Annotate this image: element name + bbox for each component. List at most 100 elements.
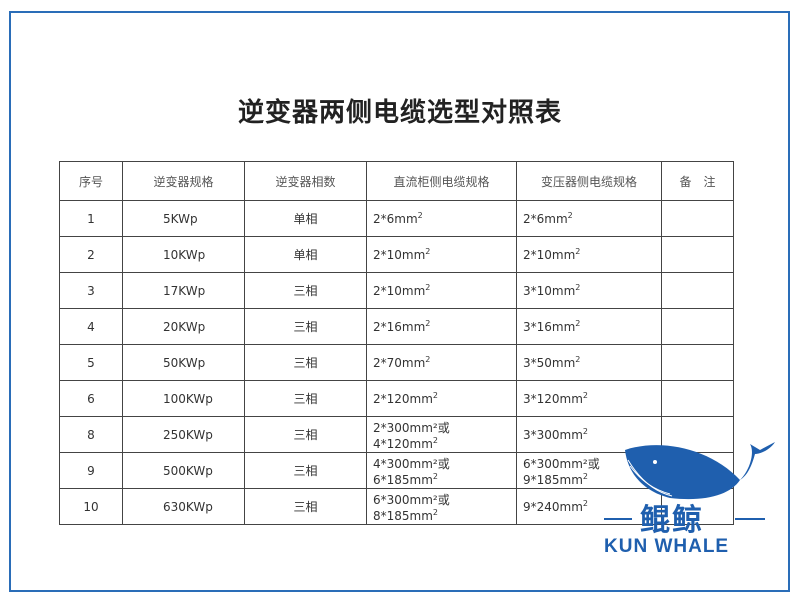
table-cell: 三相 <box>244 452 367 489</box>
table-cell: 9*240mm2 <box>516 488 662 525</box>
table-row: 3 17KWp 三相 2*10mm2 3*10mm2 <box>59 272 734 309</box>
superscript: 2 <box>432 471 439 481</box>
table-cell: 6*300mm²或8*185mm2 <box>366 488 517 525</box>
table-row: 10 630KWp 三相 6*300mm²或8*185mm2 9*240mm2 <box>59 488 734 525</box>
table-cell: 三相 <box>244 308 367 345</box>
superscript: 2 <box>417 211 423 220</box>
table-cell: 250KWp <box>122 416 245 453</box>
table-cell: 三相 <box>244 344 367 381</box>
cable-spec: 2*70mm <box>373 356 426 370</box>
cable-spec: 3*300mm <box>523 428 583 442</box>
table-cell: 2*300mm²或4*120mm2 <box>366 416 517 453</box>
table-cell: 2 <box>59 236 123 273</box>
cable-spec: 2*120mm <box>373 392 433 406</box>
table-cell: 3*120mm2 <box>516 380 662 417</box>
table-cell <box>661 344 734 381</box>
table-cell: 20KWp <box>122 308 245 345</box>
table-row: 6 100KWp 三相 2*120mm2 3*120mm2 <box>59 380 734 417</box>
superscript: 2 <box>575 355 581 364</box>
table-cell: 17KWp <box>122 272 245 309</box>
table-cell: 500KWp <box>122 452 245 489</box>
cable-spec: 2*16mm <box>373 320 426 334</box>
table-cell: 2*16mm2 <box>366 308 517 345</box>
table-cell <box>661 200 734 237</box>
logo-chinese-text: 鲲鲸 <box>640 503 704 538</box>
table-cell: 630KWp <box>122 488 245 525</box>
table-row: 8 250KWp 三相 2*300mm²或4*120mm2 3*300mm2 <box>59 416 734 453</box>
superscript: 2 <box>582 427 589 436</box>
cable-spec: 2*6mm <box>373 212 418 226</box>
table-cell <box>661 308 734 345</box>
table-cell: 6 <box>59 380 123 417</box>
cable-spec: 4*300mm²或6*185mm <box>373 456 450 487</box>
table-row: 1 5KWp 单相 2*6mm2 2*6mm2 <box>59 200 734 237</box>
table-cell: 9 <box>59 452 123 489</box>
column-header: 逆变器相数 <box>244 161 367 201</box>
cable-spec: 9*240mm <box>523 500 583 514</box>
table-cell: 50KWp <box>122 344 245 381</box>
cable-spec: 3*50mm <box>523 356 576 370</box>
column-header: 直流柜侧电缆规格 <box>366 161 517 201</box>
table-cell: 三相 <box>244 272 367 309</box>
logo-english-text: KUN WHALE <box>604 536 730 557</box>
cable-spec: 2*10mm <box>373 248 426 262</box>
superscript: 2 <box>432 391 439 400</box>
table-cell: 2*6mm2 <box>366 200 517 237</box>
cable-selection-table: 序号 逆变器规格 逆变器相数 直流柜侧电缆规格 变压器侧电缆规格备 注 1 5KWp 单相 2… <box>59 161 734 525</box>
table-cell: 2*10mm2 <box>516 236 662 273</box>
table-cell: 5 <box>59 344 123 381</box>
superscript: 2 <box>575 247 581 256</box>
cable-spec: 2*10mm <box>523 248 576 262</box>
column-header: 备 注 <box>661 161 734 201</box>
table-cell: 4 <box>59 308 123 345</box>
table-cell: 3 <box>59 272 123 309</box>
column-header: 序号 <box>59 161 123 201</box>
table-cell: 4*300mm²或6*185mm2 <box>366 452 517 489</box>
column-header: 变压器侧电缆规格 <box>516 161 662 201</box>
page-title: 逆变器两侧电缆选型对照表 <box>237 98 562 128</box>
table-cell: 单相 <box>244 200 367 237</box>
cable-spec: 2*300mm²或4*120mm <box>373 420 450 451</box>
table-cell: 2*6mm2 <box>516 200 662 237</box>
column-header: 逆变器规格 <box>122 161 245 201</box>
table-cell: 2*120mm2 <box>366 380 517 417</box>
cable-spec: 2*6mm <box>523 212 568 226</box>
whale-logo-icon <box>625 442 775 500</box>
superscript: 2 <box>425 319 431 328</box>
table-cell <box>661 380 734 417</box>
table-cell: 2*10mm2 <box>366 236 517 273</box>
table-cell: 100KWp <box>122 380 245 417</box>
table-cell: 10KWp <box>122 236 245 273</box>
table-cell: 3*10mm2 <box>516 272 662 309</box>
superscript: 2 <box>567 211 573 220</box>
table-cell: 三相 <box>244 416 367 453</box>
table-cell: 1 <box>59 200 123 237</box>
logo-line-right <box>735 518 765 520</box>
table-cell: 2*70mm2 <box>366 344 517 381</box>
table-row: 4 20KWp 三相 2*16mm2 3*16mm2 <box>59 308 734 345</box>
table-row: 2 10KWp 单相 2*10mm2 2*10mm2 <box>59 236 734 273</box>
superscript: 2 <box>425 283 431 292</box>
logo-line-left <box>604 518 632 520</box>
superscript: 2 <box>582 471 589 481</box>
cable-spec: 3*120mm <box>523 392 583 406</box>
superscript: 2 <box>425 355 431 364</box>
table-cell: 2*10mm2 <box>366 272 517 309</box>
page-border <box>9 11 790 592</box>
table-row: 5 50KWp 三相 2*70mm2 3*50mm2 <box>59 344 734 381</box>
superscript: 2 <box>582 499 589 508</box>
superscript: 2 <box>425 247 431 256</box>
table-cell: 3*16mm2 <box>516 308 662 345</box>
table-cell: 三相 <box>244 488 367 525</box>
table-cell: 5KWp <box>122 200 245 237</box>
superscript: 2 <box>582 391 589 400</box>
cable-spec: 6*300mm²或9*185mm <box>523 456 600 487</box>
table-cell <box>661 236 734 273</box>
superscript: 2 <box>575 319 581 328</box>
table-cell: 10 <box>59 488 123 525</box>
table-cell: 8 <box>59 416 123 453</box>
cable-spec: 3*10mm <box>523 284 576 298</box>
superscript: 2 <box>432 507 439 517</box>
cable-spec: 3*16mm <box>523 320 576 334</box>
table-cell: 3*50mm2 <box>516 344 662 381</box>
